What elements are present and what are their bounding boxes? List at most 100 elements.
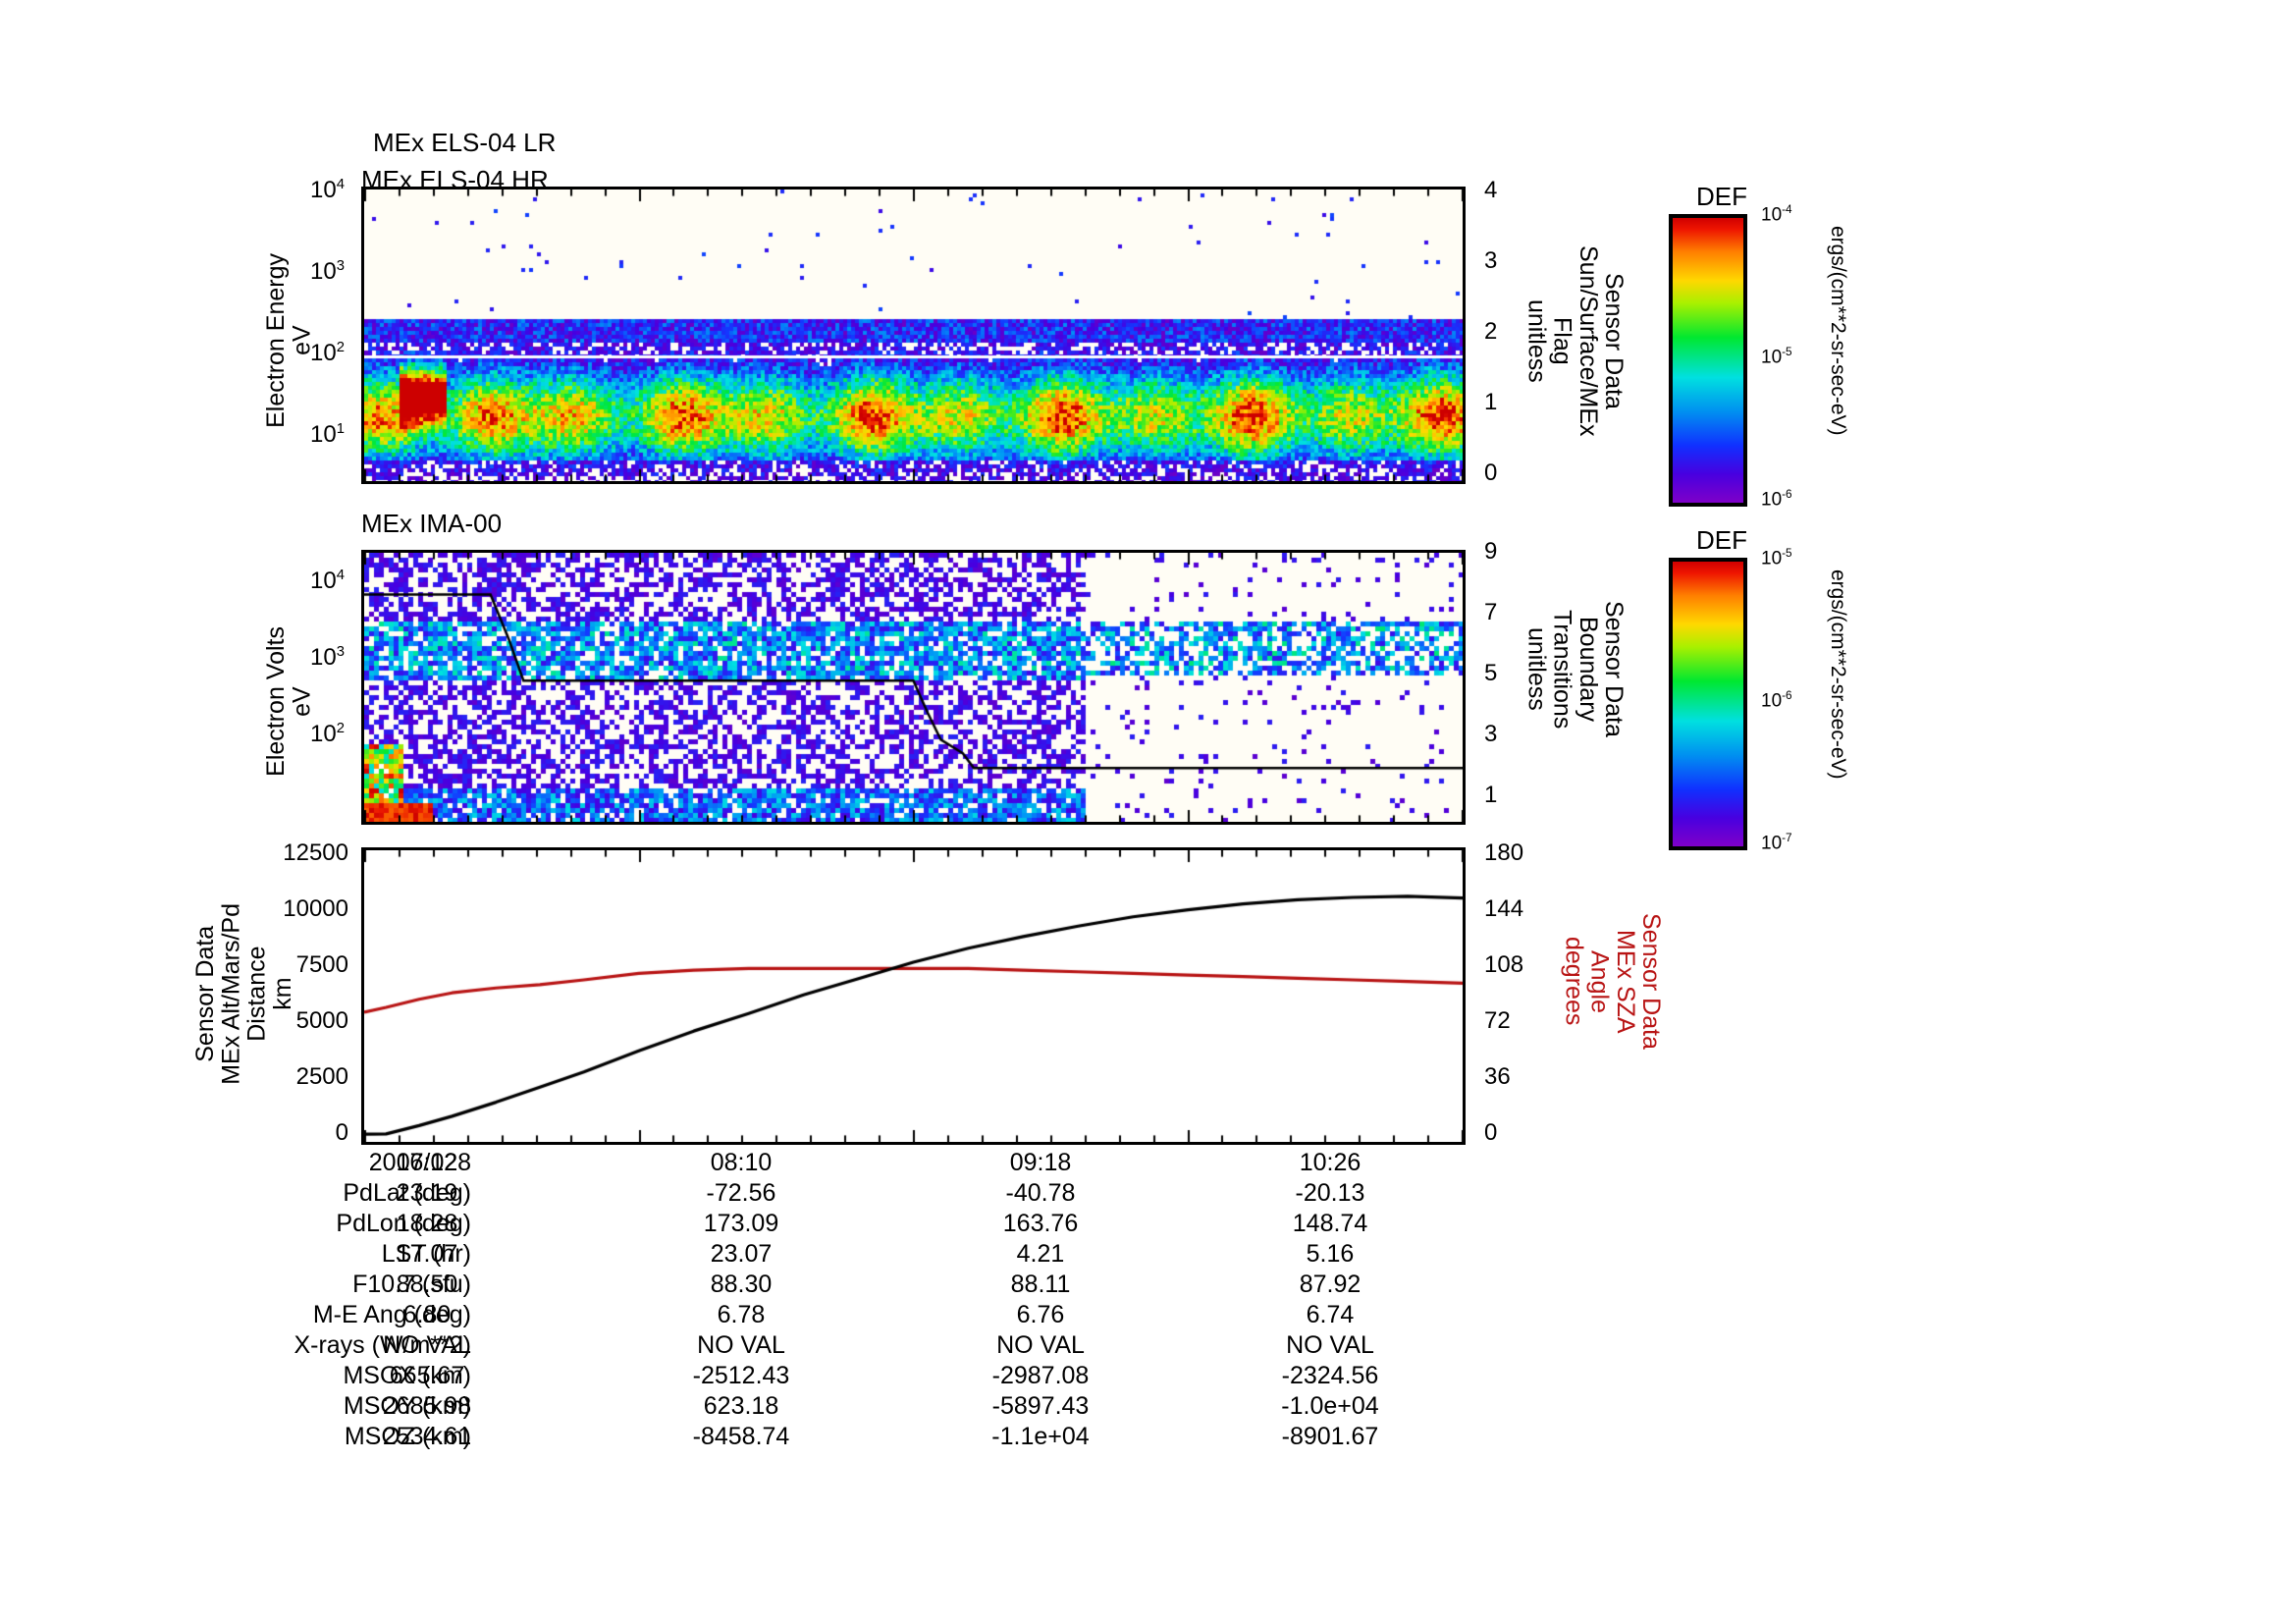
p3-llbl-2: MEx Alt/Mars/Pd <box>217 903 245 1085</box>
table-c3-r0: 10:26 <box>1299 1149 1362 1176</box>
p2-rt-3: 3 <box>1484 721 1498 747</box>
cb2-bot-exp: -7 <box>1782 832 1792 844</box>
colorbar1-units: ergs/(cm**2-sr-sec-eV) <box>1827 226 1849 436</box>
colorbar1-gradient <box>1669 214 1747 507</box>
table-c0-r0: 07:02 <box>396 1149 458 1176</box>
table-c2-r9: -1.1e+04 <box>991 1423 1090 1450</box>
panel2-y-axis-label: Electron Volts eV <box>262 626 316 777</box>
p3-rt-36: 36 <box>1484 1063 1511 1090</box>
panel1-right-axis-label: Sensor Data Sun/Surface/MEx Flag unitles… <box>1522 245 1628 437</box>
p3-rlbl-1: Sensor Data <box>1637 913 1665 1050</box>
p2-ytick-2: 2 <box>336 721 345 736</box>
cb1-bot-exp: -6 <box>1782 488 1792 501</box>
p1-rlbl-3: Flag <box>1548 316 1576 365</box>
panel2-y-axis-label-line1: Electron Volts <box>262 626 290 777</box>
p1-rlbl-4: unitless <box>1522 298 1551 383</box>
table-c1-r0: 08:10 <box>710 1149 773 1176</box>
table-c2-r3: 4.21 <box>1016 1240 1065 1268</box>
panel2-y-axis-label-line2: eV <box>288 686 316 717</box>
cb2-top-exp: -5 <box>1782 547 1792 560</box>
p3-rt-108: 108 <box>1484 951 1524 978</box>
table-row-label-f107: F10.7 (sfu) <box>352 1271 471 1298</box>
table-c3-r5: 6.74 <box>1306 1301 1355 1328</box>
table-c1-r9: -8458.74 <box>692 1423 790 1450</box>
colorbar1-top-label: 10-4 <box>1761 203 1792 226</box>
p3-rt-0: 0 <box>1484 1119 1498 1146</box>
panel1-y-axis-label-line1: Electron Energy <box>262 253 290 428</box>
table-c0-r7: 665.67 <box>389 1362 465 1389</box>
colorbar1-bottom-label: 10-6 <box>1761 488 1792 511</box>
p1-rlbl-1: Sensor Data <box>1600 272 1628 409</box>
table-c0-r4: 88.50 <box>396 1271 458 1298</box>
table-c3-r2: 148.74 <box>1292 1210 1368 1237</box>
footer-data-table: 2016/128 PdLat (deg) PdLon (deg) LST (hr… <box>0 1149 2296 1450</box>
p3-lt-2500: 2500 <box>295 1063 348 1090</box>
panel3-right-axis-label: Sensor Data MEx SZA Angle degrees <box>1560 913 1665 1050</box>
cb1-top-exp: -4 <box>1782 203 1792 216</box>
panel3-lineplot[interactable] <box>361 847 1466 1145</box>
panel2-spectrogram[interactable] <box>361 550 1466 825</box>
panel1-title-lr: MEx ELS-04 LR <box>373 128 557 157</box>
p3-lt-5000: 5000 <box>295 1007 348 1034</box>
panel2-right-axis-label: Sensor Data Boundary Transitions unitles… <box>1522 601 1628 737</box>
p2-rlbl-1: Sensor Data <box>1600 601 1628 737</box>
cb1-mid-exp: -5 <box>1782 346 1792 358</box>
panel1-spectrogram[interactable] <box>361 187 1466 484</box>
table-row-label-pdlat: PdLat (deg) <box>343 1179 471 1207</box>
table-c1-r7: -2512.43 <box>692 1362 790 1389</box>
table-c1-r4: 88.30 <box>710 1271 773 1298</box>
p2-rlbl-2: Boundary <box>1574 616 1602 722</box>
p1-ytick-4: 4 <box>336 177 345 192</box>
table-row-label-lst: LST (hr) <box>381 1240 471 1268</box>
p3-rlbl-2: MEx SZA <box>1611 929 1639 1034</box>
table-row-label-meang: M-E Ang (deg) <box>312 1301 471 1328</box>
p2-ytick-4: 4 <box>336 568 345 583</box>
table-c0-r9: 2534.61 <box>382 1423 472 1450</box>
colorbar2-bottom-label: 10-7 <box>1761 832 1792 854</box>
p2-rlbl-3: Transitions <box>1548 609 1576 730</box>
table-c0-r8: 2685.98 <box>382 1392 472 1420</box>
p2-rt-7: 7 <box>1484 599 1498 625</box>
p1-rt-2: 2 <box>1484 318 1498 345</box>
panel3-left-axis-label: Sensor Data MEx Alt/Mars/Pd Distance km <box>191 903 296 1085</box>
p3-rt-72: 72 <box>1484 1007 1511 1034</box>
table-c2-r6: NO VAL <box>996 1331 1085 1359</box>
colorbar2-top-label: 10-5 <box>1761 547 1792 569</box>
table-c1-r1: -72.56 <box>706 1179 776 1207</box>
table-c1-r8: 623.18 <box>703 1392 779 1420</box>
p3-lt-10000: 10000 <box>283 895 348 922</box>
p1-ytick-3: 3 <box>336 258 345 274</box>
table-row-label-msoy: MSOY (km) <box>343 1392 471 1420</box>
table-c3-r4: 87.92 <box>1299 1271 1362 1298</box>
p1-rlbl-2: Sun/Surface/MEx <box>1574 245 1602 437</box>
colorbar2-units: ergs/(cm**2-sr-sec-eV) <box>1827 569 1849 780</box>
p1-rt-0: 0 <box>1484 460 1498 486</box>
p1-rt-4: 4 <box>1484 177 1498 203</box>
p3-rt-180: 180 <box>1484 839 1524 866</box>
table-row-label-msox: MSOX (km) <box>343 1362 471 1389</box>
table-c3-r9: -8901.67 <box>1281 1423 1379 1450</box>
p2-rt-5: 5 <box>1484 660 1498 686</box>
table-row-label-date: 2016/128 <box>368 1149 471 1176</box>
table-c2-r2: 163.76 <box>1002 1210 1079 1237</box>
table-c3-r7: -2324.56 <box>1281 1362 1379 1389</box>
p2-rlbl-4: unitless <box>1522 627 1551 711</box>
p2-rt-1: 1 <box>1484 782 1498 808</box>
p3-rt-144: 144 <box>1484 895 1524 922</box>
table-c2-r8: -5897.43 <box>991 1392 1090 1420</box>
colorbar2-title: DEF <box>1696 525 1747 555</box>
table-row-label-pdlon: PdLon (deg) <box>336 1210 471 1237</box>
table-c0-r5: 6.80 <box>402 1301 452 1328</box>
colorbar2-gradient <box>1669 558 1747 850</box>
table-c2-r0: 09:18 <box>1009 1149 1072 1176</box>
table-c1-r6: NO VAL <box>697 1331 785 1359</box>
table-c1-r3: 23.07 <box>710 1240 773 1268</box>
table-c3-r8: -1.0e+04 <box>1281 1392 1379 1420</box>
p2-rt-9: 9 <box>1484 538 1498 565</box>
table-c1-r2: 173.09 <box>703 1210 779 1237</box>
p3-rlbl-3: Angle <box>1585 949 1614 1013</box>
colorbar1-title: DEF <box>1696 182 1747 211</box>
table-c0-r6: NO VAL <box>383 1331 471 1359</box>
p1-rt-3: 3 <box>1484 247 1498 274</box>
table-c2-r5: 6.76 <box>1016 1301 1065 1328</box>
